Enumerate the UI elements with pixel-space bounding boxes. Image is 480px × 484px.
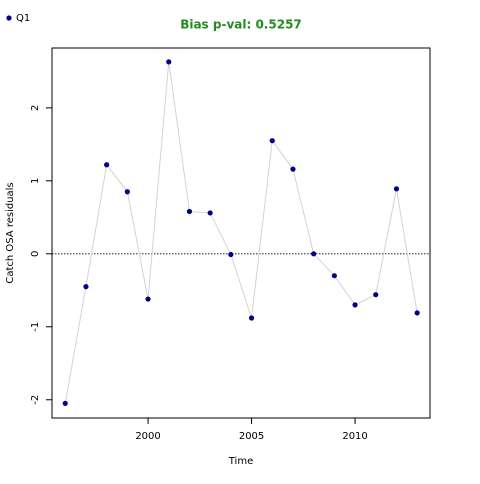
point	[311, 251, 317, 257]
y-tick-label: 0	[30, 251, 41, 257]
y-tick-label: -1	[30, 322, 41, 332]
plot-frame	[51, 47, 431, 419]
point	[269, 138, 275, 144]
point	[352, 302, 358, 308]
point	[166, 59, 172, 65]
point	[104, 162, 110, 168]
y-tick-label: 1	[30, 178, 41, 184]
series-line	[64, 61, 418, 404]
point	[207, 210, 213, 216]
x-tick-label: 2005	[239, 431, 264, 442]
point	[331, 273, 337, 279]
legend-marker	[6, 15, 12, 21]
point	[124, 189, 130, 195]
y-tick-label: 2	[30, 105, 41, 111]
y-axis-label: Catch OSA residuals	[5, 182, 16, 283]
point	[62, 400, 68, 407]
y-tick-label: -2	[30, 395, 41, 405]
x-axis-label: Time	[228, 456, 253, 467]
point	[373, 292, 379, 298]
point	[186, 208, 193, 215]
x-tick-label: 2010	[342, 431, 367, 442]
legend-label: Q1	[16, 13, 30, 24]
point	[290, 166, 296, 172]
point	[83, 284, 89, 290]
chart-title: Bias p-val: 0.5257	[180, 18, 302, 32]
x-tick-label: 2000	[135, 431, 160, 442]
point	[228, 251, 234, 258]
point	[248, 315, 255, 321]
point	[145, 296, 151, 302]
point	[393, 186, 400, 192]
point	[414, 310, 420, 316]
